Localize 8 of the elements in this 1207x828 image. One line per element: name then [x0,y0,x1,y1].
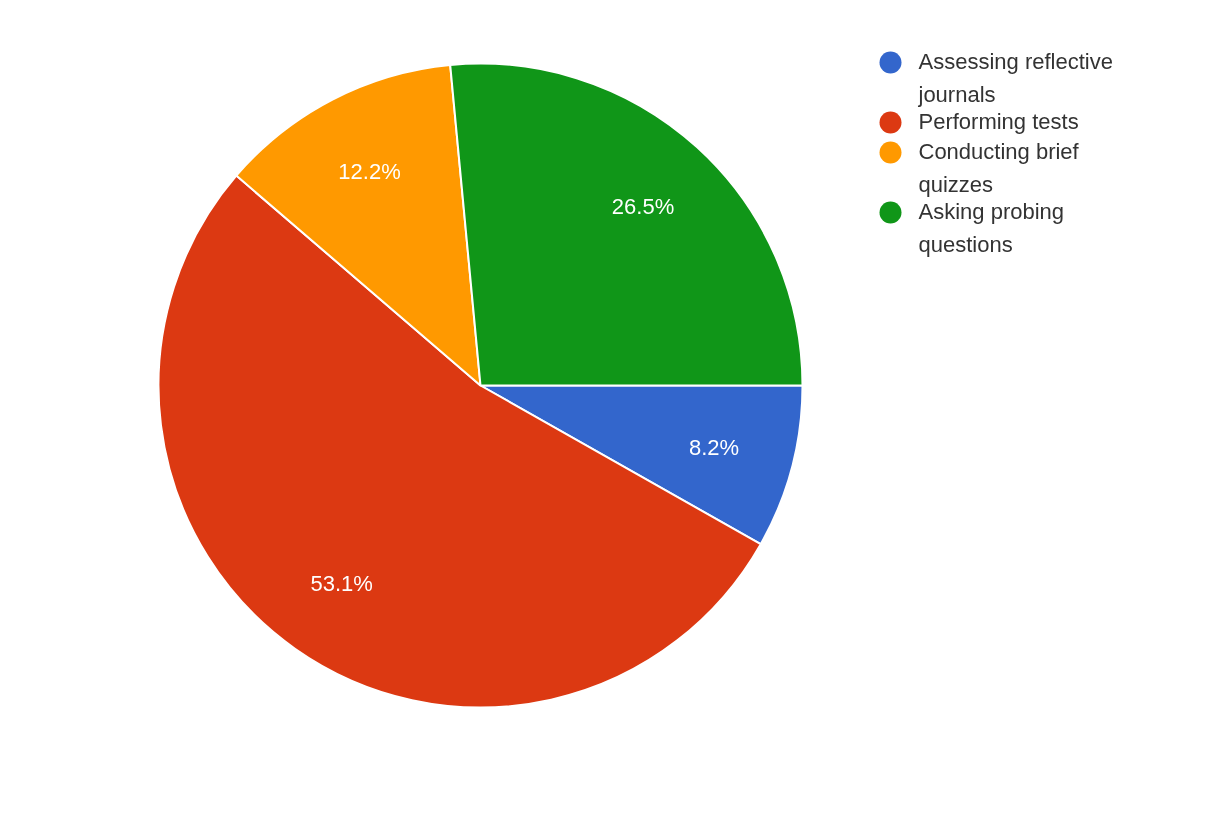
data-label: 12.2% [338,158,401,184]
legend-label: Assessing reflective journals [917,48,1113,108]
legend-label: Conducting brief quizzes [918,138,1080,198]
data-label: 8.2% [688,434,740,460]
legend-label: Asking probing questions [918,198,1065,258]
data-label: 53.1% [310,570,373,596]
data-label: 26.5% [611,194,675,220]
legend-label: Performing tests [918,108,1079,134]
